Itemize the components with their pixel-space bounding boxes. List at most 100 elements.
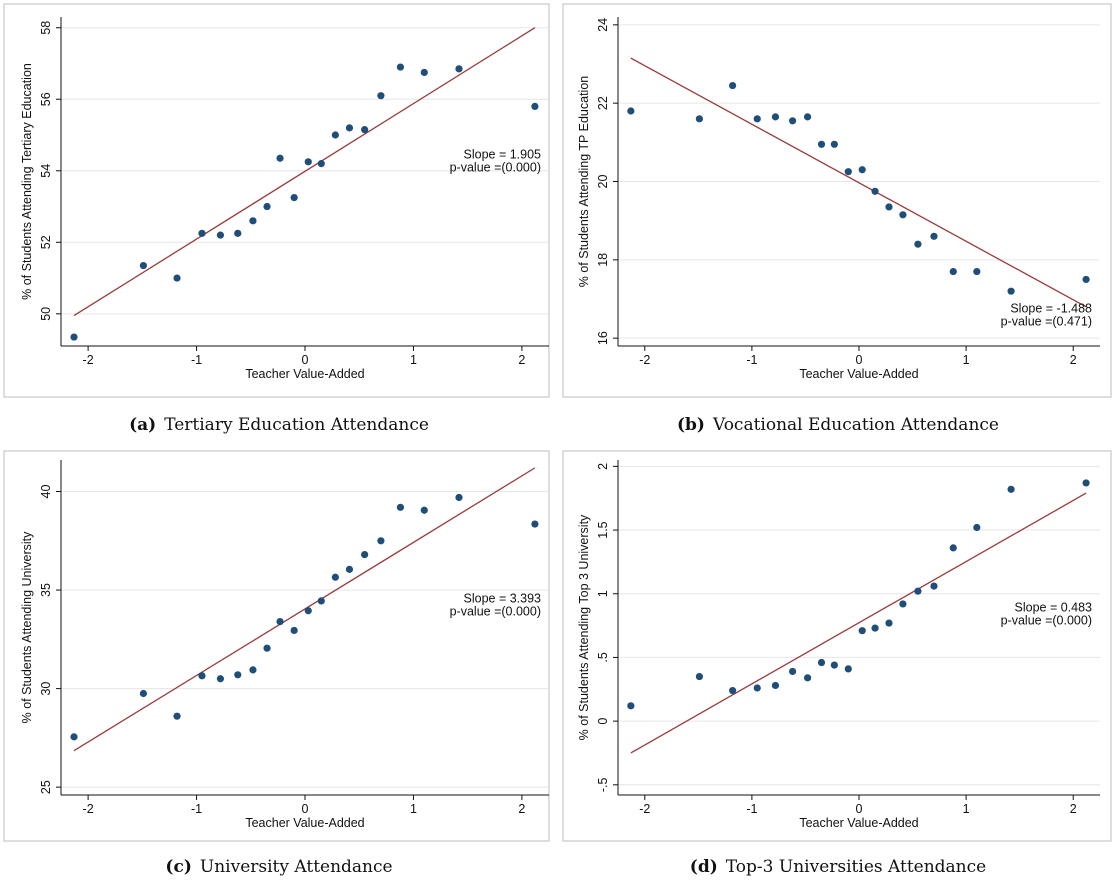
- data-point: [885, 619, 893, 627]
- y-axis-title: % of Students Attending Tertiary Educati…: [20, 63, 34, 300]
- data-point: [263, 644, 271, 652]
- data-point: [871, 624, 879, 632]
- x-tick-label: -1: [191, 353, 202, 367]
- data-point: [830, 140, 838, 148]
- x-tick-label: -2: [83, 802, 94, 816]
- x-tick-label: 2: [518, 802, 525, 816]
- caption-letter: (d): [690, 857, 718, 877]
- x-tick-label: 0: [856, 802, 863, 816]
- x-axis-title: Teacher Value-Added: [799, 816, 918, 830]
- x-axis-title: Teacher Value-Added: [245, 367, 364, 381]
- data-point: [729, 81, 737, 90]
- stat-annotation: Slope = -1.488: [1010, 301, 1092, 315]
- data-point: [914, 240, 922, 248]
- data-point: [420, 68, 428, 77]
- y-tick-label: 56: [39, 92, 53, 106]
- data-point: [973, 267, 981, 276]
- data-point: [331, 131, 339, 139]
- x-tick-label: -2: [639, 802, 650, 816]
- stat-annotation: p-value =(0.000): [1001, 614, 1092, 628]
- y-tick-label: 24: [596, 18, 610, 32]
- data-point: [753, 684, 761, 692]
- x-tick-label: 2: [1070, 802, 1077, 816]
- stat-annotation: p-value =(0.000): [450, 161, 541, 175]
- y-tick-label: 1: [596, 590, 610, 597]
- data-point: [331, 573, 339, 581]
- data-point: [858, 627, 866, 635]
- y-tick-label: 30: [39, 682, 53, 696]
- panel-frame: [562, 450, 1112, 842]
- data-point: [317, 160, 325, 168]
- x-tick-label: 0: [856, 353, 863, 367]
- data-point: [844, 665, 852, 673]
- y-tick-label: .5: [596, 652, 610, 662]
- data-point: [973, 523, 981, 532]
- data-point: [377, 92, 385, 100]
- y-tick-label: 2: [596, 463, 610, 470]
- y-tick-label: 1.5: [596, 521, 610, 538]
- panel-caption: (d) Top-3 Universities Attendance: [690, 857, 986, 877]
- fit-line: [630, 492, 1087, 754]
- stat-annotation: Slope = 0.483: [1015, 601, 1093, 615]
- data-point: [249, 666, 257, 674]
- panel-frame: [3, 450, 550, 842]
- x-tick-label: -1: [191, 802, 202, 816]
- caption-text: Vocational Education Attendance: [712, 415, 999, 435]
- x-tick-label: 0: [302, 353, 309, 367]
- data-point: [858, 166, 866, 174]
- data-point: [695, 115, 704, 123]
- data-point: [70, 733, 78, 741]
- y-tick-label: 0: [596, 718, 610, 725]
- y-tick-label: 20: [596, 175, 610, 189]
- y-tick-label: 18: [596, 253, 610, 267]
- data-point: [198, 229, 206, 237]
- data-point: [1082, 479, 1090, 487]
- y-tick-label: -.5: [596, 777, 610, 792]
- caption-letter: (b): [677, 415, 705, 435]
- data-point: [899, 211, 907, 219]
- data-point: [627, 702, 635, 710]
- y-tick-label: 58: [39, 21, 53, 35]
- data-point: [899, 600, 907, 608]
- data-point: [788, 117, 797, 125]
- data-point: [930, 582, 938, 590]
- data-point: [139, 261, 148, 270]
- fit-line: [73, 27, 536, 317]
- data-point: [817, 658, 826, 667]
- data-point: [627, 107, 635, 115]
- data-point: [531, 520, 539, 528]
- panel-frame: [562, 3, 1112, 398]
- x-tick-label: -2: [639, 353, 650, 367]
- caption-letter: (a): [129, 415, 156, 435]
- data-point: [345, 124, 354, 132]
- data-point: [173, 274, 181, 282]
- y-axis-title: % of Students Attending TP Education: [577, 76, 591, 288]
- data-point: [304, 158, 312, 166]
- data-point: [263, 202, 271, 211]
- caption-letter: (c): [165, 857, 191, 877]
- data-point: [361, 550, 369, 559]
- data-point: [1007, 485, 1015, 493]
- data-point: [234, 229, 242, 237]
- data-point: [531, 102, 539, 111]
- y-tick-label: 52: [39, 235, 53, 249]
- y-tick-label: 22: [596, 96, 610, 110]
- x-tick-label: 1: [410, 802, 417, 816]
- x-tick-label: -1: [746, 353, 757, 367]
- data-point: [788, 667, 797, 676]
- data-point: [396, 503, 405, 511]
- y-tick-label: 40: [39, 485, 53, 499]
- data-point: [753, 115, 761, 123]
- x-tick-label: 0: [302, 802, 309, 816]
- data-point: [139, 689, 148, 698]
- x-tick-label: -2: [83, 353, 94, 367]
- data-point: [803, 674, 812, 682]
- data-point: [803, 113, 812, 121]
- stat-annotation: p-value =(0.471): [1001, 314, 1092, 328]
- data-point: [198, 672, 206, 680]
- x-tick-label: 2: [1070, 353, 1077, 367]
- fit-line: [630, 57, 1087, 308]
- y-tick-label: 54: [39, 164, 53, 178]
- x-axis-title: Teacher Value-Added: [799, 367, 918, 381]
